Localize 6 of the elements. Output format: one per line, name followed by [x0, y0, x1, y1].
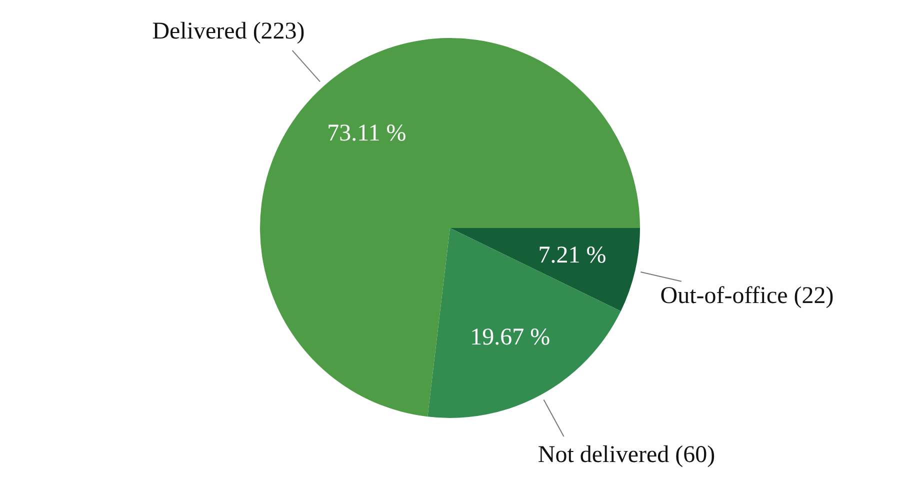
slice-label: Out-of-office (22)	[660, 282, 834, 309]
data-label: 19.67 %	[470, 324, 550, 350]
slice-label: Delivered (223)	[152, 18, 305, 44]
data-label: 7.21 %	[538, 242, 606, 268]
data-label: 73.11 %	[327, 120, 406, 147]
slice-label: Not delivered (60)	[538, 442, 716, 468]
